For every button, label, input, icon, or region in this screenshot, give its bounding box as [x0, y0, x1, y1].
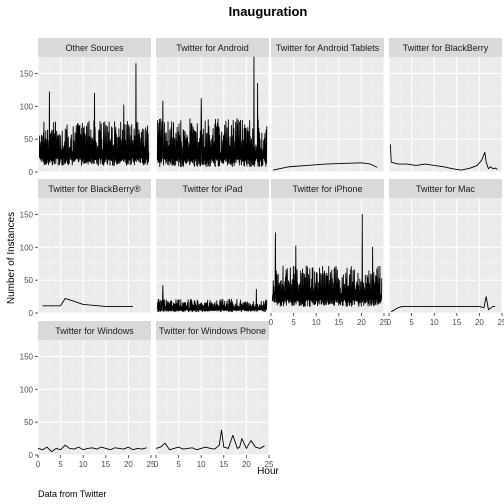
x-tick-label: 10: [79, 460, 88, 469]
facet-strip-label: Twitter for Android: [176, 43, 249, 53]
x-tick-label: 15: [101, 460, 110, 469]
y-tick-label: 100: [20, 385, 34, 394]
x-tick-label: 5: [291, 318, 296, 327]
x-tick-label: 10: [312, 318, 321, 327]
series-line: [42, 298, 133, 307]
x-tick-label: 25: [498, 318, 504, 327]
facet-strip: [156, 38, 269, 57]
x-tick-label: 20: [357, 318, 366, 327]
facet-strip-label: Twitter for Mac: [416, 184, 476, 194]
facet-panel: Twitter for iPad: [155, 179, 270, 314]
x-tick-label: 5: [409, 318, 414, 327]
y-tick-label: 0: [29, 168, 34, 177]
y-tick-label: 50: [24, 276, 33, 285]
series-line: [37, 444, 147, 453]
x-tick-label: 0: [36, 460, 41, 469]
y-tick-label: 0: [29, 451, 34, 460]
facet-strip-label: Twitter for BlackBerry®: [48, 184, 141, 194]
x-tick-label: 25: [380, 318, 389, 327]
x-axis-label: Hour: [257, 466, 279, 477]
facet-strip: [38, 38, 151, 57]
facet-strip-label: Twitter for BlackBerry: [403, 43, 489, 53]
facet-strip-label: Twitter for iPad: [182, 184, 242, 194]
y-tick-label: 100: [20, 102, 34, 111]
x-tick-label: 20: [242, 460, 251, 469]
facet-strip: [38, 321, 151, 340]
series-line: [156, 56, 268, 168]
x-tick-label: 25: [147, 460, 156, 469]
x-tick-label: 15: [334, 318, 343, 327]
facet-panel: Twitter for Mac 0 5 10 15 20 25: [387, 179, 504, 327]
x-tick-label: 10: [197, 460, 206, 469]
x-tick-label: 5: [58, 460, 63, 469]
x-tick-label: 20: [475, 318, 484, 327]
facet-panel: Twitter for iPhone 0 5 10 15 20 25: [269, 179, 389, 327]
series-line: [391, 296, 496, 313]
facet-strip-label: Twitter for Windows Phone: [159, 326, 266, 336]
facet-panel: Other Sources 0 50 100 150: [20, 38, 152, 177]
facet-strip-label: Twitter for Windows: [55, 326, 134, 336]
series-line: [389, 144, 498, 171]
facet-strip-label: Twitter for iPhone: [292, 184, 362, 194]
facet-strip: [38, 179, 151, 198]
x-tick-label: 15: [452, 318, 461, 327]
series-line: [156, 284, 268, 313]
y-tick-label: 150: [20, 69, 34, 78]
x-tick-label: 0: [154, 460, 159, 469]
x-tick-label: 15: [219, 460, 228, 469]
chart-caption: Data from Twitter: [38, 489, 106, 499]
y-tick-label: 100: [20, 243, 34, 252]
x-tick-label: 5: [176, 460, 181, 469]
series-line: [273, 162, 378, 171]
series-line: [271, 213, 383, 307]
y-tick-label: 150: [20, 352, 34, 361]
x-tick-label: 0: [387, 318, 392, 327]
facet-strip: [271, 179, 384, 198]
y-tick-label: 50: [24, 418, 33, 427]
y-tick-label: 150: [20, 210, 34, 219]
y-tick-label: 50: [24, 135, 33, 144]
x-tick-label: 25: [265, 460, 274, 469]
x-tick-label: 0: [269, 318, 274, 327]
x-tick-label: 10: [430, 318, 439, 327]
facet-strip: [156, 321, 269, 340]
facet-strip: [389, 38, 502, 57]
chart-title: Inauguration: [229, 4, 308, 19]
facet-strip: [271, 38, 384, 57]
facet-panel: Twitter for Android Tablets: [270, 38, 385, 173]
facet-panel: Twitter for Windows 0 50 100 150 0 5 10 15 20 25: [20, 321, 156, 469]
series-line: [155, 429, 265, 451]
facet-panel: Twitter for BlackBerry® 0 50 100 150: [20, 179, 152, 318]
facet-strip: [389, 179, 502, 198]
facet-panel: Twitter for BlackBerry: [388, 38, 503, 173]
x-tick-label: 20: [124, 460, 133, 469]
facet-strip-label: Twitter for Android Tablets: [276, 43, 380, 53]
series-line: [38, 63, 150, 166]
y-tick-label: 0: [29, 309, 34, 318]
y-axis-label: Number of Instances: [6, 212, 17, 304]
facet-strip: [156, 179, 269, 198]
facet-panel: Twitter for Android: [155, 38, 270, 173]
facet-strip-label: Other Sources: [65, 43, 124, 53]
